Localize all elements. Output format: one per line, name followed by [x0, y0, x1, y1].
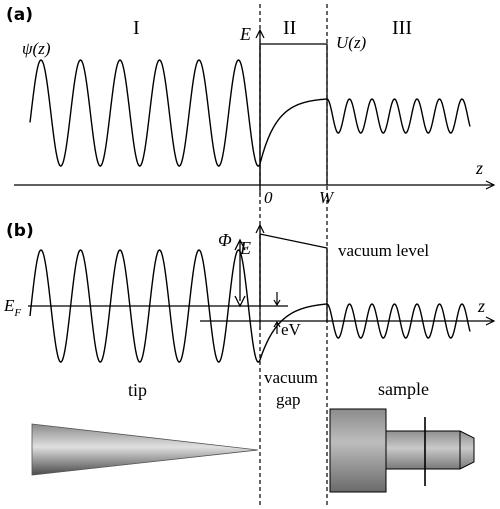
- tip-cone: [31, 423, 259, 476]
- vacuum-level-label: vacuum level: [338, 241, 429, 260]
- panel-a-z-axis-arrow: [485, 180, 496, 190]
- sample-label: sample: [378, 379, 429, 399]
- region-ii-label: II: [283, 17, 296, 39]
- sample-stub: [385, 430, 475, 470]
- work-function-arrow-head-top: [234, 238, 246, 251]
- work-function-label: Φ: [218, 230, 232, 250]
- vacuum-gap-label-line1: vacuum: [264, 368, 318, 387]
- vacuum-level-barrier: [259, 233, 328, 321]
- panel-b-label: (b): [6, 221, 34, 241]
- bias-arrow-bottom-head: [273, 320, 281, 328]
- region-iii-label: III: [392, 17, 412, 39]
- tick-zero-label: 0: [264, 188, 273, 207]
- vacuum-gap-label-line2: gap: [276, 390, 301, 409]
- panel-a-z-axis-label: z: [475, 158, 483, 178]
- region-i-label: I: [133, 17, 140, 39]
- panel-b-e-axis-arrow: [255, 223, 265, 234]
- panel-a-label: (a): [6, 5, 33, 25]
- wavefunction-label: ψ(z): [22, 39, 51, 58]
- wavefunction-curve-a: [29, 59, 471, 167]
- panel-a-e-axis-arrow: [255, 28, 265, 39]
- fermi-level-label: EF: [3, 296, 21, 319]
- bias-label: eV: [281, 320, 302, 339]
- potential-barrier: [259, 43, 328, 185]
- sample-holder-block: [329, 408, 387, 493]
- tip-label: tip: [128, 380, 147, 400]
- work-function-arrow-head-bottom: [234, 295, 246, 308]
- potential-label: U(z): [336, 33, 367, 52]
- tick-w-label: W: [319, 188, 335, 207]
- panel-b-z-axis-label: z: [477, 296, 485, 316]
- bias-arrow-top-head: [273, 299, 281, 307]
- panel-a-e-axis-label: E: [239, 24, 251, 44]
- wavefunction-curve-b: [29, 249, 471, 363]
- panel-b-z-axis-arrow: [485, 316, 496, 326]
